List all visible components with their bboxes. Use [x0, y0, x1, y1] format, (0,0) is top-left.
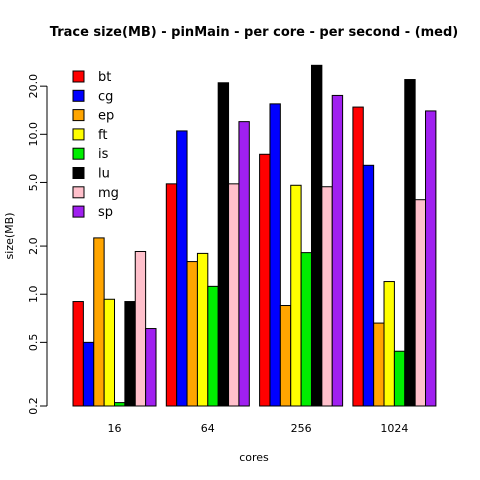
y-tick-label: 20.0: [27, 74, 40, 99]
bar-cg-64: [176, 130, 188, 407]
bar-is-1024: [393, 350, 406, 407]
legend-label-cg: cg: [98, 89, 113, 104]
y-tick-label: 10.0: [27, 122, 40, 147]
bar-ep-256: [279, 305, 292, 407]
x-axis: 16 64 256 1024: [108, 422, 409, 435]
bar-sp-1024: [425, 110, 437, 407]
chart-title: Trace size(MB) - pinMain - per core - pe…: [50, 25, 459, 40]
legend-swatch-cg: [72, 89, 85, 102]
legend-swatch-bt: [72, 70, 85, 83]
bar-ft-1024: [383, 281, 395, 407]
x-tick-label: 64: [201, 422, 215, 435]
x-tick-label: 16: [108, 422, 122, 435]
bar-lu-256: [310, 64, 323, 407]
bar-mg-1024: [414, 199, 427, 407]
bar-lu-1024: [404, 79, 416, 407]
legend-label-lu: lu: [98, 167, 110, 182]
legend-label-is: is: [98, 147, 109, 162]
bar-bt-64: [165, 183, 178, 407]
x-axis-label: cores: [239, 451, 269, 464]
bar-sp-256: [331, 94, 344, 407]
bar-lu-16: [124, 301, 136, 407]
bar-ep-64: [186, 261, 198, 407]
bar-ep-16: [93, 237, 105, 407]
bars-group: [72, 64, 437, 407]
y-tick-label: 0.5: [27, 334, 40, 352]
bar-is-64: [207, 285, 219, 407]
y-tick-label: 1.0: [27, 285, 40, 303]
bar-cg-1024: [362, 164, 375, 407]
legend-label-ft: ft: [98, 128, 107, 143]
bar-mg-256: [321, 186, 333, 407]
legend-swatch-ft: [72, 128, 85, 141]
legend-label-ep: ep: [98, 109, 114, 124]
bar-sp-64: [238, 121, 250, 407]
bar-ft-256: [290, 184, 302, 407]
y-tick-label: 0.2: [27, 397, 40, 415]
bar-ft-16: [103, 298, 116, 407]
bar-cg-256: [269, 103, 281, 407]
y-axis: 0.2 0.5 1.0 2.0 5.0 10.0 20.0: [27, 74, 48, 415]
bar-bt-256: [259, 153, 271, 407]
bar-ep-1024: [373, 322, 385, 407]
bar-ft-64: [196, 252, 209, 407]
y-tick-label: 5.0: [27, 174, 40, 192]
bar-bt-1024: [352, 106, 364, 407]
y-axis-label: size(MB): [3, 213, 16, 260]
bar-mg-16: [134, 250, 147, 407]
y-tick-label: 2.0: [27, 237, 40, 255]
legend-label-sp: sp: [98, 205, 113, 220]
x-tick-label: 1024: [380, 422, 408, 435]
bar-bt-16: [72, 301, 84, 407]
legend: bt cg ep ft is lu mg sp: [72, 70, 119, 220]
x-tick-label: 256: [291, 422, 312, 435]
bar-mg-64: [228, 183, 240, 407]
bar-lu-64: [217, 82, 230, 407]
legend-label-bt: bt: [98, 70, 111, 85]
legend-swatch-mg: [72, 186, 85, 199]
legend-swatch-is: [72, 147, 85, 160]
bar-is-16: [114, 402, 126, 407]
legend-label-mg: mg: [98, 186, 119, 201]
bar-cg-16: [82, 341, 95, 407]
legend-swatch-lu: [72, 167, 85, 179]
bar-is-256: [300, 252, 312, 407]
legend-swatch-ep: [72, 109, 85, 122]
legend-swatch-sp: [72, 205, 85, 218]
bar-sp-16: [145, 328, 157, 407]
